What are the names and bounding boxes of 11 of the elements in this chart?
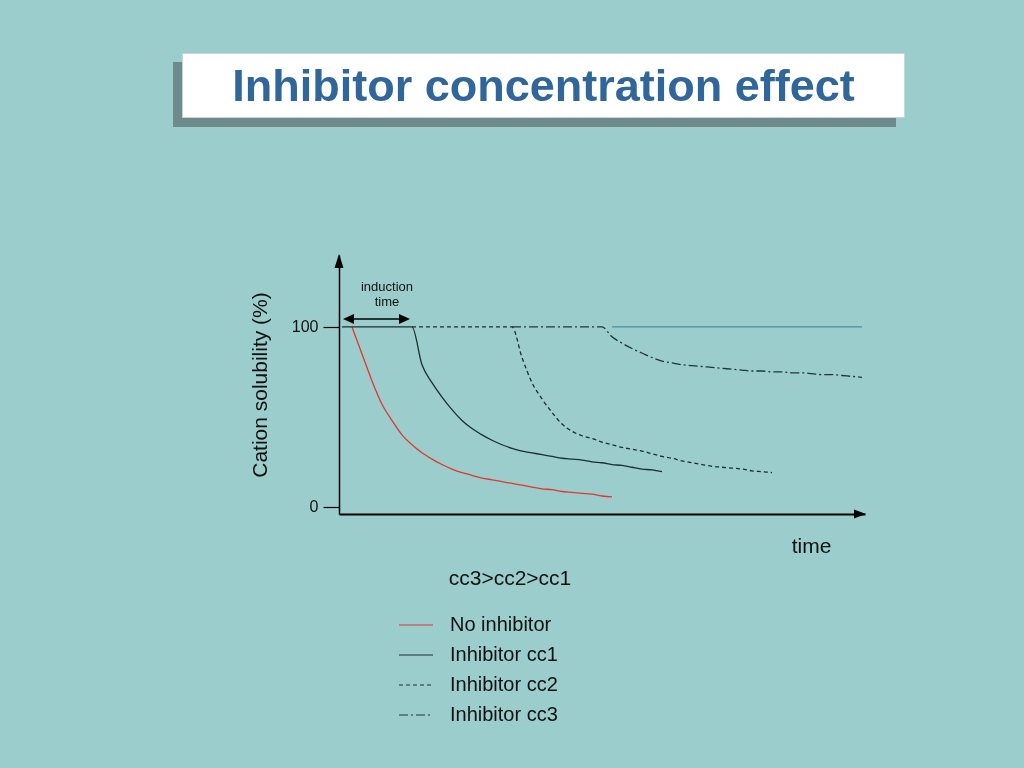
- y-tick-label: 0: [309, 498, 319, 516]
- y-axis-title: Cation solubility (%): [247, 292, 271, 478]
- legend-label: Inhibitor cc1: [450, 643, 558, 665]
- text: cc3>cc2>cc1: [448, 566, 572, 589]
- legend-label: Inhibitor cc3: [450, 703, 558, 725]
- annotation: induction time: [360, 279, 414, 309]
- legend-label: No inhibitor: [450, 613, 552, 635]
- x-axis-title: time: [791, 533, 832, 557]
- chart-title: Inhibitor concentration effect: [182, 53, 905, 118]
- legend-label: Inhibitor cc2: [450, 673, 558, 695]
- y-tick-label: 100: [291, 318, 319, 336]
